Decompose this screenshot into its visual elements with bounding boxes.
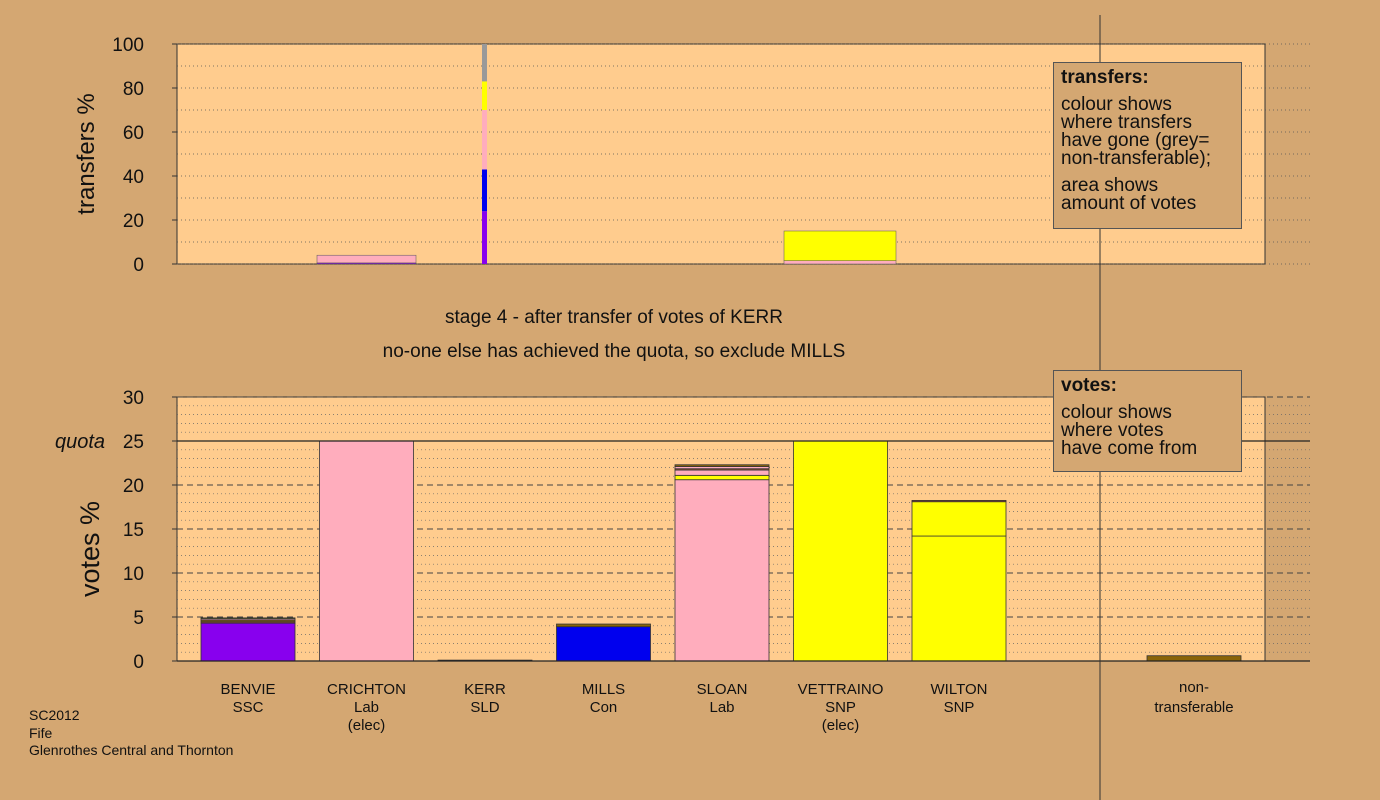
- votes-tick-label: 15: [123, 520, 144, 541]
- nontransferable-label-1: non-: [1179, 679, 1209, 696]
- candidate-party: SNP: [944, 699, 975, 716]
- transfer-strip-Lab: [482, 110, 487, 170]
- transfers-legend-title: transfers:: [1061, 67, 1149, 88]
- transfer-bar-vettraino: [783, 230, 897, 261]
- bar-sloan-sld: [674, 464, 770, 467]
- transfer-strip-Con: [482, 169, 487, 212]
- votes-tick-label: 5: [133, 608, 144, 629]
- bar-crichton-lab: [319, 440, 414, 662]
- bar-sloan-snp: [674, 474, 770, 481]
- quota-label: quota: [55, 431, 105, 453]
- votes-legend: votes: colour shows where votes have com…: [1053, 370, 1242, 472]
- votes-legend-line1: colour shows where votes have come from: [1061, 402, 1198, 459]
- candidate-name: KERR: [464, 681, 506, 698]
- bar-sloan-lab: [674, 479, 770, 662]
- bar-wilton-snp: [911, 535, 1007, 662]
- bar-mills-sld: [556, 623, 651, 628]
- candidate-name: BENVIE: [220, 681, 275, 698]
- votes-tick-label: 30: [123, 388, 144, 409]
- transfers-legend-line2: area shows amount of votes: [1061, 175, 1197, 214]
- votes-tick-label: 20: [123, 476, 144, 497]
- transfer-bar-crichton: [316, 254, 417, 264]
- transfers-legend-line1: colour shows where transfers have gone (…: [1061, 94, 1211, 169]
- footer: SC2012 Fife Glenrothes Central and Thorn…: [29, 707, 233, 760]
- nontransferable-label-2: transferable: [1154, 699, 1233, 716]
- transfers-legend: transfers: colour shows where transfers …: [1053, 62, 1242, 229]
- candidate-party: Lab: [354, 699, 379, 716]
- candidate-party: Con: [590, 699, 618, 716]
- candidate-name: WILTON: [931, 681, 988, 698]
- footer-year: SC2012: [29, 707, 80, 723]
- transfers-tick-label: 100: [112, 35, 144, 56]
- bar-mills-con: [556, 626, 651, 662]
- bar-nontransferable: [1146, 655, 1242, 662]
- candidate-party: SLD: [470, 699, 499, 716]
- footer-ward: Glenrothes Central and Thornton: [29, 742, 234, 758]
- transfers-tick-label: 20: [123, 211, 144, 232]
- candidate-name: MILLS: [582, 681, 625, 698]
- candidate-party: SSC: [233, 699, 264, 716]
- transfers-ylabel: transfers %: [73, 93, 100, 214]
- transfer-strip-SNP: [482, 81, 487, 110]
- transfer-strip-SSC: [482, 211, 487, 264]
- candidate-name: SLOAN: [697, 681, 748, 698]
- votes-tick-label: 0: [133, 652, 144, 673]
- transfers-tick-label: 40: [123, 167, 144, 188]
- candidate-party: Lab: [709, 699, 734, 716]
- stage-subtitle: no-one else has achieved the quota, so e…: [383, 341, 846, 362]
- bar-wilton-other: [911, 499, 1007, 503]
- footer-council: Fife: [29, 724, 53, 741]
- transfer-bar-vettraino: [783, 260, 897, 265]
- votes-ylabel: votes %: [75, 501, 105, 597]
- bar-wilton-snp: [911, 501, 1007, 537]
- bar-vettraino-snp: [793, 440, 888, 662]
- votes-tick-label: 25: [123, 432, 144, 453]
- votes-legend-title: votes:: [1061, 375, 1117, 396]
- bar-sloan-lab: [674, 469, 770, 476]
- transfers-tick-label: 60: [123, 123, 144, 144]
- votes-tick-label: 10: [123, 564, 144, 585]
- bar-benvie-snp: [200, 617, 296, 620]
- candidate-name: CRICHTON: [327, 681, 406, 698]
- bar-benvie-ssc: [200, 622, 296, 662]
- transfer-strip-nontransferable: [482, 44, 487, 82]
- candidate-name: VETTRAINO: [798, 681, 884, 698]
- transfers-tick-label: 80: [123, 79, 144, 100]
- candidate-party: SNP: [825, 699, 856, 716]
- transfers-tick-label: 0: [133, 255, 144, 276]
- candidate-note: (elec): [348, 717, 386, 734]
- candidate-note: (elec): [822, 717, 860, 734]
- stage-title: stage 4 - after transfer of votes of KER…: [445, 307, 783, 328]
